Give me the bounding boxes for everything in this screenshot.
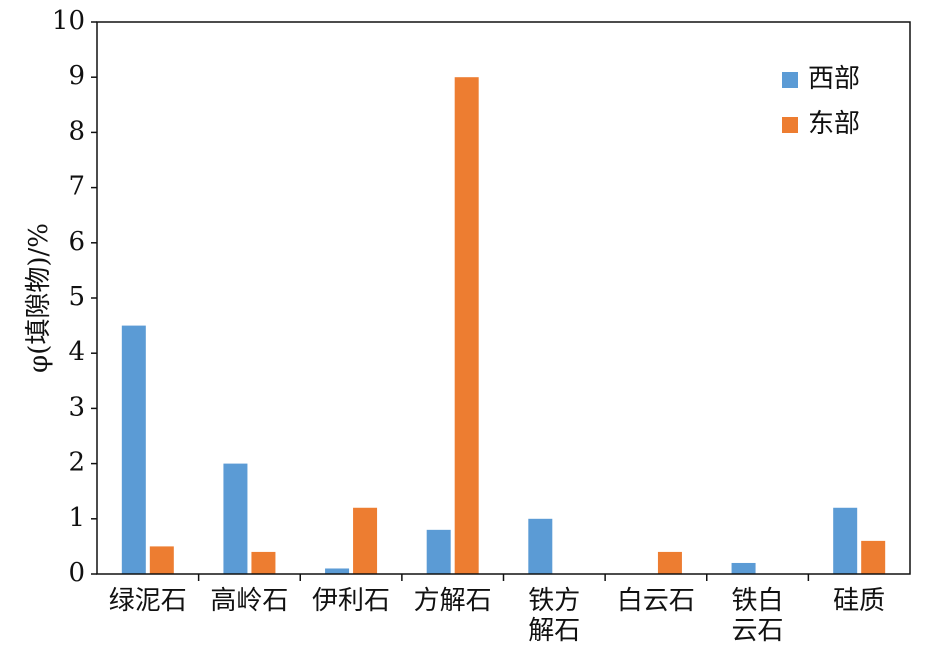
legend-swatch bbox=[782, 72, 798, 88]
legend-swatch bbox=[782, 117, 798, 133]
bar bbox=[731, 562, 756, 574]
y-tick-label: 5 bbox=[68, 282, 85, 312]
y-axis-label: φ(填隙物)/% bbox=[24, 223, 54, 373]
y-tick-label: 2 bbox=[68, 448, 85, 478]
y-tick-label: 0 bbox=[68, 558, 85, 588]
x-tick-label: 硅质 bbox=[833, 586, 886, 616]
y-tick-label: 1 bbox=[68, 503, 85, 533]
y-tick-label: 10 bbox=[52, 6, 85, 36]
bar bbox=[121, 325, 146, 574]
legend-label: 东部 bbox=[808, 109, 860, 139]
bar bbox=[325, 568, 350, 574]
x-tick-label: 伊利石 bbox=[312, 586, 391, 616]
y-tick-label: 4 bbox=[68, 337, 85, 367]
plot-frame bbox=[96, 21, 911, 575]
x-tick-label: 铁白云石 bbox=[731, 586, 784, 646]
x-tick-label: 绿泥石 bbox=[108, 586, 187, 616]
y-tick-label: 3 bbox=[68, 392, 85, 422]
bar bbox=[149, 546, 174, 574]
bar bbox=[353, 507, 378, 574]
x-tick-label: 白云石 bbox=[616, 586, 695, 616]
bar bbox=[251, 551, 276, 574]
y-tick-label: 8 bbox=[68, 116, 85, 146]
bar bbox=[528, 518, 553, 574]
bar bbox=[861, 540, 886, 574]
y-tick-label: 9 bbox=[68, 61, 85, 91]
y-tick-label: 7 bbox=[68, 172, 85, 202]
bar bbox=[657, 551, 682, 574]
bar bbox=[454, 77, 479, 574]
bar bbox=[426, 529, 451, 574]
legend-label: 西部 bbox=[808, 64, 860, 94]
x-tick-label: 方解石 bbox=[413, 586, 492, 616]
bar bbox=[223, 463, 248, 574]
x-tick-label: 铁方解石 bbox=[528, 586, 581, 646]
y-tick-label: 6 bbox=[68, 227, 85, 257]
x-tick-label: 高岭石 bbox=[210, 586, 289, 616]
bar bbox=[833, 507, 858, 574]
